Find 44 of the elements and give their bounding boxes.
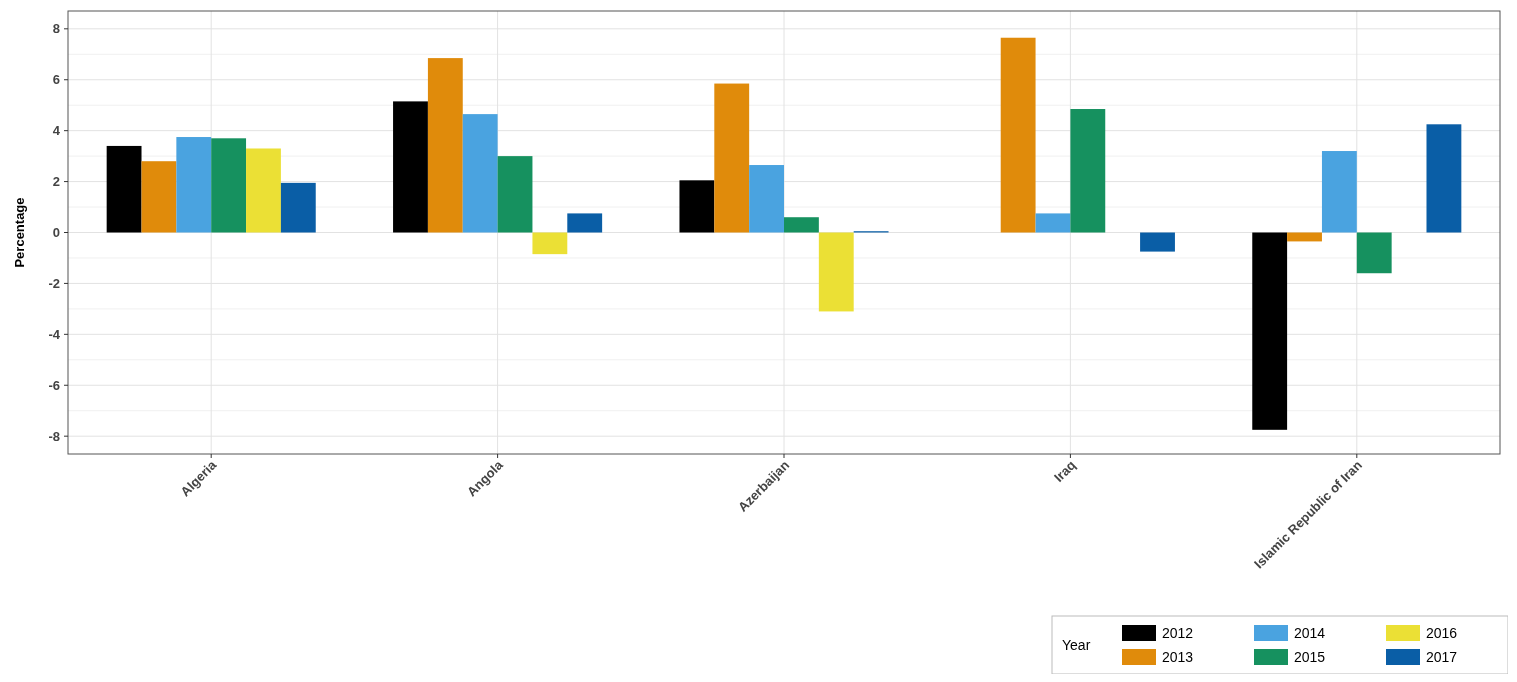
bar (1321, 151, 1357, 233)
bar (393, 101, 428, 233)
bar (749, 165, 784, 233)
y-tick-label: -4 (48, 326, 61, 342)
bar (280, 182, 316, 233)
legend-label: 2015 (1294, 648, 1326, 665)
legend-title: Year (1062, 636, 1091, 653)
bar (784, 217, 819, 233)
y-axis-title: Percentage (12, 197, 27, 268)
bar (1356, 232, 1392, 274)
bar (462, 114, 498, 233)
x-tick-label: Iraq (1051, 457, 1079, 485)
bar (1287, 232, 1322, 242)
bar (427, 58, 463, 233)
bar (1070, 109, 1106, 233)
y-tick-label: -8 (48, 428, 60, 444)
bar (1000, 37, 1036, 233)
bar (567, 213, 603, 233)
bar (714, 83, 750, 233)
legend-label: 2013 (1162, 648, 1194, 665)
bar (106, 145, 142, 233)
bar (679, 180, 715, 233)
legend-label: 2014 (1294, 624, 1326, 641)
y-tick-label: 8 (52, 21, 60, 37)
bar (1035, 213, 1071, 233)
y-tick-label: 0 (52, 225, 60, 241)
legend-label: 2012 (1162, 624, 1194, 641)
bar (532, 232, 568, 255)
legend-label: 2016 (1426, 624, 1458, 641)
bar (1252, 232, 1288, 430)
legend-label: 2017 (1426, 648, 1458, 665)
y-tick-label: -2 (48, 275, 60, 291)
bar (176, 137, 212, 233)
y-tick-label: -6 (48, 377, 60, 393)
y-tick-label: 6 (52, 72, 60, 88)
y-tick-label: 4 (52, 123, 61, 139)
bar (1426, 124, 1462, 233)
bar (1140, 232, 1175, 252)
bar (818, 232, 854, 312)
bar (141, 161, 177, 233)
bar (246, 148, 281, 233)
bar (211, 138, 247, 233)
bar (497, 156, 533, 233)
y-tick-label: 2 (52, 174, 60, 190)
